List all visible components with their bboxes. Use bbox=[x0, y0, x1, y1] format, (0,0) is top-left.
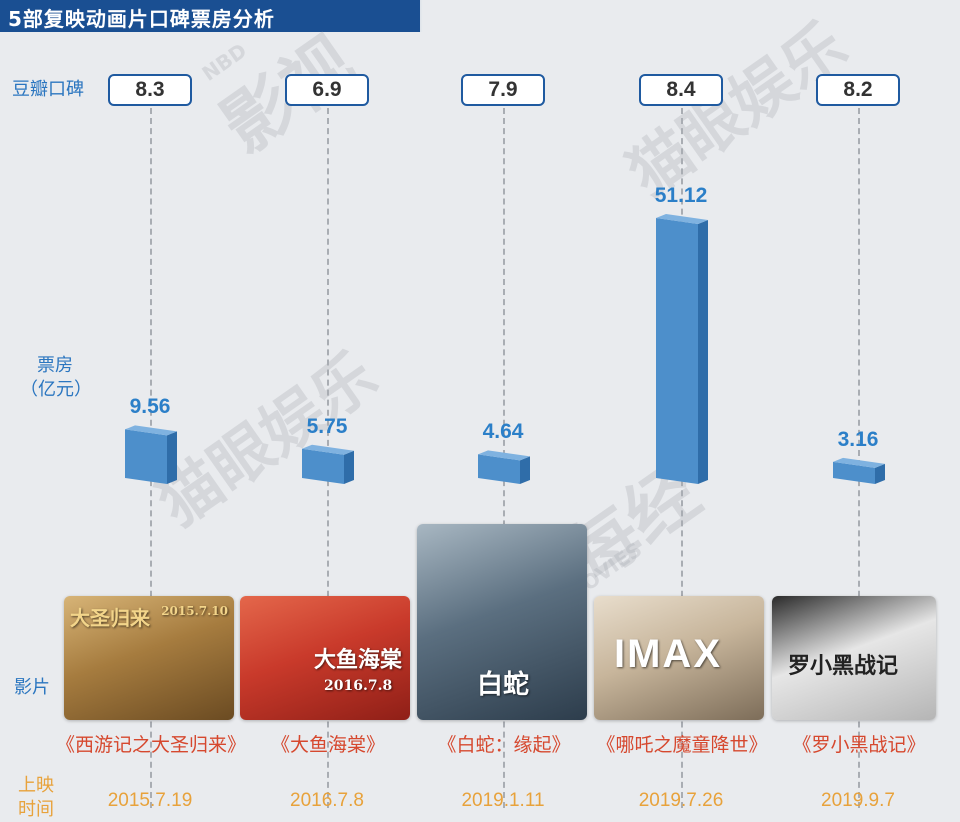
film-title-1: 《西游记之大圣归来》 bbox=[56, 734, 247, 756]
poster-date: 2015.7.10 bbox=[161, 604, 228, 618]
boxoffice-value-5: 3.16 bbox=[837, 427, 879, 451]
release-date-3: 2019.1.11 bbox=[461, 790, 545, 811]
bar-front bbox=[833, 461, 875, 484]
film-title-5: 《罗小黑战记》 bbox=[792, 734, 926, 756]
bar-side bbox=[167, 431, 177, 484]
douban-score-3: 7.9 bbox=[461, 74, 545, 106]
film-title-4: 《哪吒之魔童降世》 bbox=[596, 734, 768, 756]
bar-side bbox=[344, 450, 354, 484]
poster-title: 大鱼海棠 bbox=[314, 647, 403, 673]
release-label-line2: 时间 bbox=[18, 799, 54, 820]
boxoffice-value-4: 51.12 bbox=[654, 184, 708, 207]
douban-score-5: 8.2 bbox=[816, 74, 900, 106]
boxoffice-bar-2 bbox=[302, 444, 354, 484]
bar-front bbox=[656, 218, 698, 484]
poster-title: 大圣归来 bbox=[70, 606, 150, 630]
douban-score-4: 8.4 bbox=[639, 74, 723, 106]
header-bar: 5部复映动画片口碑票房分析 bbox=[0, 0, 960, 32]
douban-row-label: 豆瓣口碑 bbox=[12, 79, 84, 100]
bar-top bbox=[125, 425, 177, 436]
douban-score-1: 8.3 bbox=[108, 74, 192, 106]
poster-dayu: 大鱼海棠 2016.7.8 bbox=[240, 596, 410, 720]
films-row-label: 影片 bbox=[14, 677, 50, 698]
poster-title: IMAX bbox=[614, 632, 722, 676]
bar-front bbox=[478, 454, 520, 484]
header-band bbox=[0, 0, 420, 32]
boxoffice-bar-1 bbox=[125, 425, 177, 484]
bar-side bbox=[520, 456, 530, 484]
release-row-label: 上映 时间 bbox=[18, 774, 54, 822]
poster-title: 白蛇 bbox=[477, 670, 530, 700]
bar-top bbox=[656, 214, 708, 224]
release-date-4: 2019.7.26 bbox=[638, 790, 724, 811]
bar-side bbox=[875, 463, 885, 484]
douban-score-2: 6.9 bbox=[285, 74, 369, 106]
poster-luoxiaohei: 罗小黑战记 bbox=[772, 596, 936, 720]
boxoffice-value-2: 5.75 bbox=[306, 414, 348, 438]
release-date-1: 2015.7.19 bbox=[107, 790, 193, 811]
boxoffice-bar-3 bbox=[478, 450, 530, 484]
page-title: 5部复映动画片口碑票房分析 bbox=[8, 7, 275, 31]
poster-dasheng: 大圣归来 2015.7.10 bbox=[64, 596, 234, 720]
bar-top bbox=[302, 444, 354, 455]
bar-front bbox=[125, 429, 167, 484]
boxoffice-label-line1: 票房 bbox=[37, 355, 73, 376]
film-title-2: 《大鱼海棠》 bbox=[270, 734, 385, 756]
poster-baishe: 白蛇 bbox=[417, 524, 587, 720]
poster-title: 罗小黑战记 bbox=[788, 653, 899, 679]
boxoffice-row-label: 票房 （亿元） bbox=[20, 354, 92, 402]
release-date-5: 2019.9.7 bbox=[821, 790, 895, 811]
bar-side bbox=[698, 220, 708, 484]
film-title-3: 《白蛇：缘起》 bbox=[437, 734, 571, 756]
release-date-2: 2016.7.8 bbox=[290, 790, 364, 811]
poster-nezha: IMAX bbox=[594, 596, 764, 720]
release-label-line1: 上映 bbox=[18, 775, 54, 796]
bar-front bbox=[302, 448, 344, 484]
bar-top bbox=[478, 450, 530, 461]
boxoffice-value-1: 9.56 bbox=[129, 395, 171, 419]
connector-line bbox=[858, 108, 860, 808]
boxoffice-value-3: 4.64 bbox=[482, 420, 524, 444]
boxoffice-bar-5 bbox=[833, 457, 885, 484]
bar-top bbox=[833, 457, 885, 468]
boxoffice-label-line2: （亿元） bbox=[20, 379, 92, 400]
poster-date: 2016.7.8 bbox=[324, 678, 393, 694]
boxoffice-bar-4 bbox=[656, 214, 708, 484]
